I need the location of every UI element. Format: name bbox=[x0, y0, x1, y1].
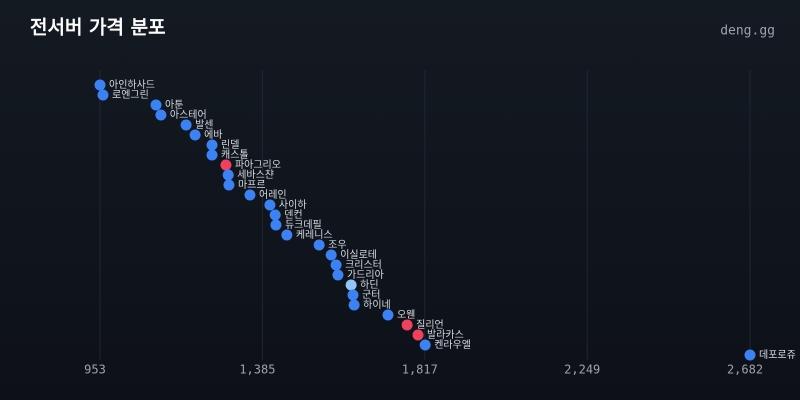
dot-label: 아스테어 bbox=[170, 109, 207, 121]
dot-label: 이실로테 bbox=[340, 249, 377, 261]
dot-label: 오웬 bbox=[397, 308, 415, 321]
dot-label: 케레니스 bbox=[296, 229, 333, 241]
dot bbox=[206, 139, 218, 151]
dot-label: 사이하 bbox=[279, 198, 307, 211]
dot-label: 하이네 bbox=[363, 298, 391, 311]
dot bbox=[345, 279, 357, 291]
dot bbox=[206, 149, 218, 161]
x-tick-label: 1,817 bbox=[402, 363, 438, 377]
dot bbox=[180, 119, 192, 131]
dot bbox=[269, 209, 281, 221]
dot bbox=[744, 349, 756, 361]
brand: deng.gg bbox=[720, 24, 775, 39]
dot bbox=[382, 309, 394, 321]
dot bbox=[281, 229, 293, 241]
dot-label: 에바 bbox=[204, 129, 222, 141]
chart-title: 전서버 가격 분포 bbox=[30, 17, 166, 39]
dot bbox=[155, 109, 167, 121]
dot-label: 로엔그린 bbox=[112, 89, 149, 101]
dot bbox=[189, 129, 201, 141]
dot bbox=[150, 99, 162, 111]
dot-label: 듀크데필 bbox=[285, 219, 322, 231]
dot-label: 데포로쥬 bbox=[759, 349, 796, 361]
dot-label: 어레인 bbox=[259, 189, 287, 201]
dot-label: 세바스챤 bbox=[237, 169, 274, 181]
x-tick-label: 2,682 bbox=[727, 363, 763, 377]
x-tick-label: 1,385 bbox=[239, 363, 275, 377]
dot bbox=[332, 269, 344, 281]
dot-label: 파아그리오 bbox=[235, 159, 281, 171]
dot-label: 발센 bbox=[195, 119, 213, 131]
dot bbox=[313, 239, 325, 251]
dot bbox=[97, 89, 109, 101]
dot-label: 캐스톨 bbox=[221, 149, 249, 161]
dot bbox=[330, 259, 342, 271]
dot bbox=[264, 199, 276, 211]
dot bbox=[347, 289, 359, 301]
dot-label: 켄라우엘 bbox=[434, 338, 471, 351]
dot bbox=[244, 189, 256, 201]
dot bbox=[325, 249, 337, 261]
dot bbox=[223, 179, 235, 191]
dot-label: 아인하사드 bbox=[109, 78, 155, 91]
dot bbox=[419, 339, 431, 351]
dot bbox=[401, 319, 413, 331]
dot bbox=[94, 79, 106, 91]
dot-label: 아툰 bbox=[165, 99, 183, 111]
x-tick-label: 953 bbox=[84, 363, 106, 377]
dot-label: 마프르 bbox=[238, 179, 266, 191]
dot-label: 하딘 bbox=[360, 278, 378, 291]
dot-label: 린델 bbox=[221, 139, 239, 151]
dot-label: 조우 bbox=[328, 239, 346, 251]
dot-label: 질리언 bbox=[416, 319, 444, 331]
dot-label: 가드리아 bbox=[347, 269, 384, 281]
dot bbox=[270, 219, 282, 231]
x-tick-label: 2,249 bbox=[564, 363, 600, 377]
dot bbox=[220, 159, 232, 171]
dot-label: 군터 bbox=[362, 289, 380, 301]
dot bbox=[222, 169, 234, 181]
dot-label: 크리스터 bbox=[345, 259, 382, 271]
dot bbox=[412, 329, 424, 341]
dot-label: 덴컨 bbox=[284, 209, 302, 221]
dot-label: 발라카스 bbox=[427, 329, 464, 341]
dot bbox=[348, 299, 360, 311]
